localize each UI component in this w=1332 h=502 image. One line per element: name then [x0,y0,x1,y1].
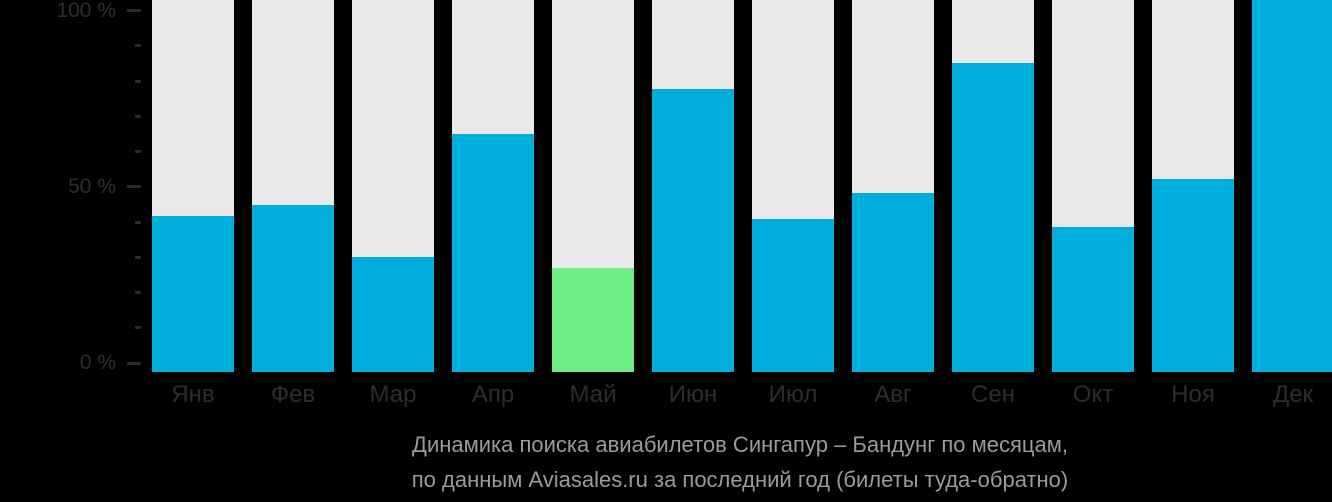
bar-fill-Мар [352,256,434,372]
bar-fill-Янв [152,215,234,372]
y-axis-minor-tick [135,44,141,48]
bar-track-Ноя [1152,0,1234,372]
x-axis-label-Сен: Сен [971,381,1015,408]
x-axis-label-Дек: Дек [1272,381,1314,408]
bar-fill-Май [552,267,634,372]
bar-track-Апр [452,0,534,372]
y-axis-minor-tick [135,326,141,330]
y-axis-minor-tick [135,220,141,224]
x-axis-label-Июл: Июл [768,381,818,408]
bar-fill-Дек [1252,0,1332,372]
y-axis-major-tick [127,185,141,189]
y-axis-minor-tick [135,79,141,83]
x-axis-label-Апр: Апр [471,381,515,408]
x-axis-label-Окт: Окт [1072,381,1114,408]
chart-title-line-1: Динамика поиска авиабилетов Сингапур – Б… [412,432,1068,457]
bar-track-Дек [1252,0,1332,372]
chart-title-line-2: по данным Aviasales.ru за последний год … [411,467,1069,492]
bar-track-Фев [252,0,334,372]
bar-track-Окт [1052,0,1134,372]
bar-fill-Фев [252,204,334,372]
y-axis-minor-tick [135,114,141,118]
x-axis-label-Мар: Мар [369,381,417,408]
bar-track-Мар [352,0,434,372]
bar-track-Сен [952,0,1034,372]
bar-fill-Авг [852,193,934,372]
bar-fill-Ноя [1152,178,1234,372]
y-axis-label-0: 0 % [79,351,116,374]
bar-track-Июл [752,0,834,372]
bar-fill-Сен [952,63,1034,372]
y-axis-label-100: 100 % [56,0,116,22]
x-axis-label-Янв: Янв [171,381,215,408]
bar-track-Авг [852,0,934,372]
x-axis-label-Май: Май [569,381,617,408]
bar-fill-Июл [752,219,834,372]
bar-track-Янв [152,0,234,372]
x-axis-label-Фев: Фев [270,381,316,408]
bar-fill-Июн [652,89,734,372]
bar-track-Июн [652,0,734,372]
y-axis-major-tick [127,9,141,12]
y-axis-minor-tick [135,150,141,153]
y-axis-minor-tick [135,255,141,259]
x-axis-label-Ноя: Ноя [1171,381,1215,408]
bar-track-Май [552,0,634,372]
x-axis-label-Авг: Авг [874,381,912,408]
y-axis-minor-tick [135,291,141,294]
bar-fill-Окт [1052,226,1134,372]
bar-fill-Апр [452,133,534,372]
x-axis-label-Июн: Июн [668,381,718,408]
y-axis-major-tick [127,361,141,365]
y-axis-label-50: 50 % [68,174,116,198]
